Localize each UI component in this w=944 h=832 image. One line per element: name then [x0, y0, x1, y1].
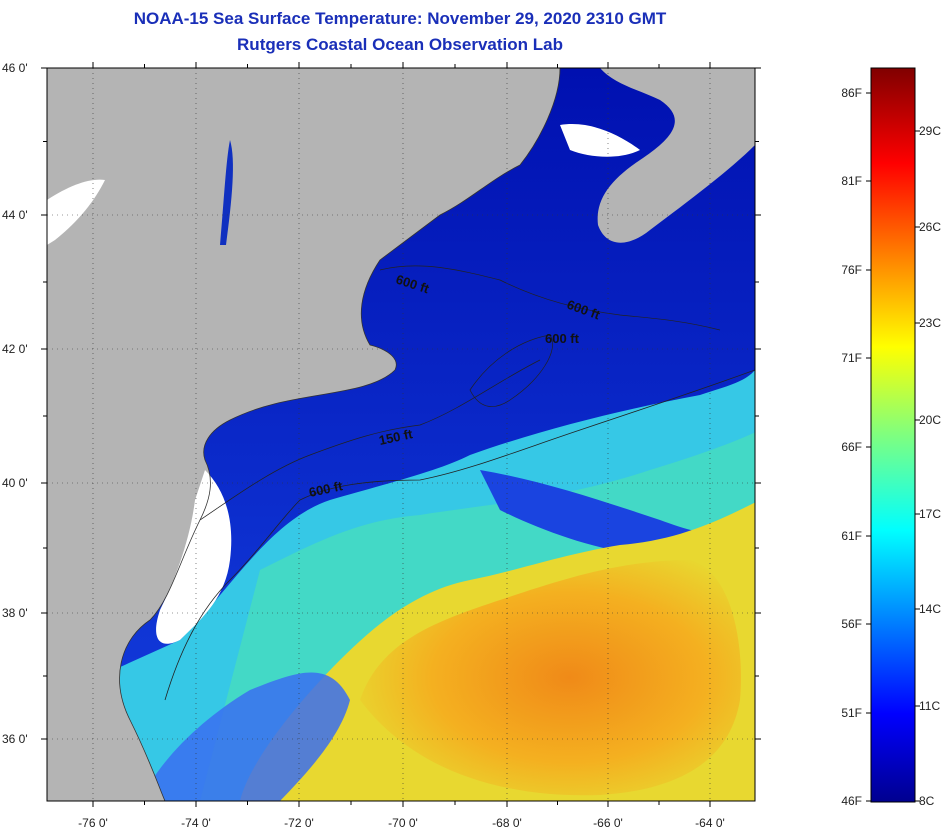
lat-tick-label: 44 0'	[2, 208, 28, 222]
land-canada	[597, 68, 755, 243]
map-subtitle: Rutgers Coastal Ocean Observation Lab	[237, 35, 563, 54]
colorbar-f-label: 71F	[841, 351, 862, 365]
contour-600ft	[164, 369, 755, 701]
colorbar-celsius-labels: 29C 26C 23C 20C 17C 14C 11C 8C	[915, 124, 941, 808]
coastline	[119, 68, 561, 801]
colorbar-c-label: 17C	[919, 507, 941, 521]
contour-label: 600 ft	[545, 331, 580, 346]
colorbar-c-label: 11C	[919, 699, 940, 713]
nodata-bay-of-fundy	[560, 124, 640, 157]
lon-tick-label: -64 0'	[695, 816, 725, 830]
warm-core	[360, 560, 741, 796]
colorbar-f-label: 61F	[841, 529, 862, 543]
map-title: NOAA-15 Sea Surface Temperature: Novembe…	[133, 9, 667, 28]
colorbar-c-label: 29C	[919, 124, 941, 138]
colorbar-f-label: 66F	[841, 440, 862, 454]
contour-150ft	[199, 359, 541, 521]
lon-tick-label: -70 0'	[388, 816, 418, 830]
lon-tick-label: -72 0'	[284, 816, 314, 830]
colorbar-f-label: 86F	[841, 86, 862, 100]
contour-label: 150 ft	[378, 426, 415, 448]
streaky-region	[140, 672, 350, 801]
colorbar-fahrenheit-labels: 86F 81F 76F 71F 66F 61F 56F 51F 46F	[841, 86, 871, 808]
colorbar-c-label: 8C	[919, 794, 935, 808]
colorbar-c-label: 26C	[919, 220, 941, 234]
land-mainland	[47, 68, 560, 801]
colorbar-f-label: 56F	[841, 617, 862, 631]
colorbar-c-label: 20C	[919, 413, 941, 427]
lon-tick-label: -66 0'	[593, 816, 623, 830]
contour-label: 600 ft	[308, 478, 345, 500]
lat-tick-label: 46 0'	[2, 61, 28, 75]
colorbar-c-label: 23C	[919, 316, 941, 330]
lon-tick-label: -74 0'	[181, 816, 211, 830]
lat-tick-label: 36 0'	[2, 732, 28, 746]
colorbar-f-label: 46F	[841, 794, 862, 808]
nodata-lake	[47, 179, 105, 245]
contour-georges-bank	[469, 334, 553, 407]
colorbar	[870, 67, 916, 803]
lat-tick-label: 42 0'	[2, 342, 28, 356]
latitude-axis: 46 0' 44 0' 42 0' 40 0' 38 0' 36 0'	[2, 61, 761, 746]
contour-gulf-of-maine	[379, 265, 721, 331]
map-frame	[46, 67, 756, 802]
lon-tick-label: -68 0'	[492, 816, 522, 830]
colorbar-f-label: 81F	[841, 174, 862, 188]
lat-lon-grid	[47, 68, 755, 801]
longitude-axis: -76 0' -74 0' -72 0' -70 0' -68 0' -66 0' -64 …	[78, 62, 725, 830]
colorbar-f-label: 51F	[841, 706, 862, 720]
colorbar-f-label: 76F	[841, 263, 862, 277]
lon-tick-label: -76 0'	[78, 816, 108, 830]
map-image	[47, 68, 755, 801]
lat-tick-label: 38 0'	[2, 606, 28, 620]
colorbar-c-label: 14C	[919, 602, 941, 616]
lake-champlain	[220, 140, 233, 245]
lat-tick-label: 40 0'	[2, 476, 28, 490]
